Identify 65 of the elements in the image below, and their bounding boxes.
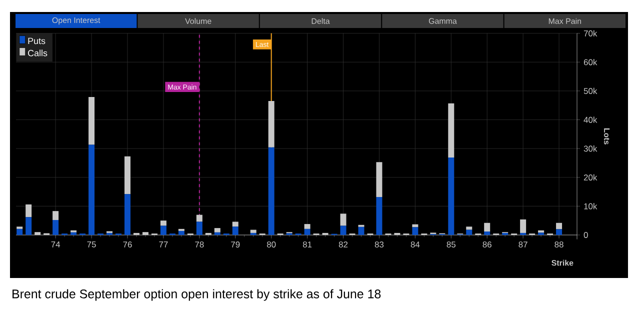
x-tick-label: 82 (338, 242, 348, 248)
bar (160, 226, 166, 235)
bar (88, 144, 95, 235)
y-tick-label: 60k (584, 59, 598, 66)
bar (466, 226, 472, 230)
bar (304, 224, 310, 229)
bar (340, 226, 346, 235)
y-tick-label: 30k (584, 145, 598, 152)
bar (358, 226, 364, 235)
bar (268, 147, 274, 235)
bar (232, 222, 238, 227)
x-tick-label: 79 (231, 242, 240, 248)
bar (466, 230, 472, 235)
bar (214, 232, 220, 235)
x-tick-label: 77 (159, 241, 168, 248)
bar (448, 157, 454, 235)
x-tick-label: 83 (374, 242, 384, 248)
x-tick-label: 88 (554, 242, 564, 248)
bar (52, 220, 59, 235)
x-tick-label: 81 (302, 242, 312, 248)
y-tick-label: 0 (584, 232, 588, 238)
x-tick-label: 87 (518, 242, 528, 248)
bar (376, 162, 382, 197)
bar (214, 228, 220, 232)
bar (376, 196, 382, 235)
x-tick-label: 86 (482, 242, 492, 248)
y-tick-label: 40k (584, 116, 598, 123)
y-tick-label: 20k (584, 174, 598, 180)
x-tick-label: 85 (446, 242, 456, 248)
legend-label: Calls (28, 50, 48, 56)
bar (556, 222, 562, 230)
x-tick-label: 76 (123, 242, 132, 248)
bar (232, 226, 238, 235)
bar (448, 103, 454, 158)
bar (520, 219, 526, 233)
legend-label: Puts (28, 38, 46, 44)
bar (124, 156, 130, 194)
bar (412, 227, 418, 235)
y-tick-label: 50k (584, 88, 598, 94)
x-tick-label: 80 (267, 242, 276, 248)
x-tick-label: 75 (87, 241, 96, 248)
bar (196, 222, 202, 235)
bar (268, 101, 274, 148)
bar (484, 232, 490, 235)
bar (52, 211, 59, 220)
bar (16, 228, 23, 235)
y-tick-label: 10k (584, 203, 598, 210)
bar (26, 217, 32, 235)
bar (484, 222, 490, 232)
x-tick-label: 78 (195, 242, 204, 248)
bar (160, 220, 166, 226)
bar (88, 96, 95, 145)
bar (178, 230, 184, 235)
bar (250, 230, 256, 233)
bar (340, 214, 346, 226)
x-tick-label: 74 (51, 241, 60, 248)
text: Brent crude September option open interest by strike as of June 18 (12, 289, 381, 301)
x-tick-label: 84 (410, 242, 420, 248)
bar (304, 228, 310, 235)
bar (556, 229, 562, 235)
bar (124, 194, 130, 235)
bar (196, 214, 202, 222)
bar (26, 204, 32, 218)
y-tick-label: 70k (584, 30, 598, 36)
bar (70, 232, 77, 235)
